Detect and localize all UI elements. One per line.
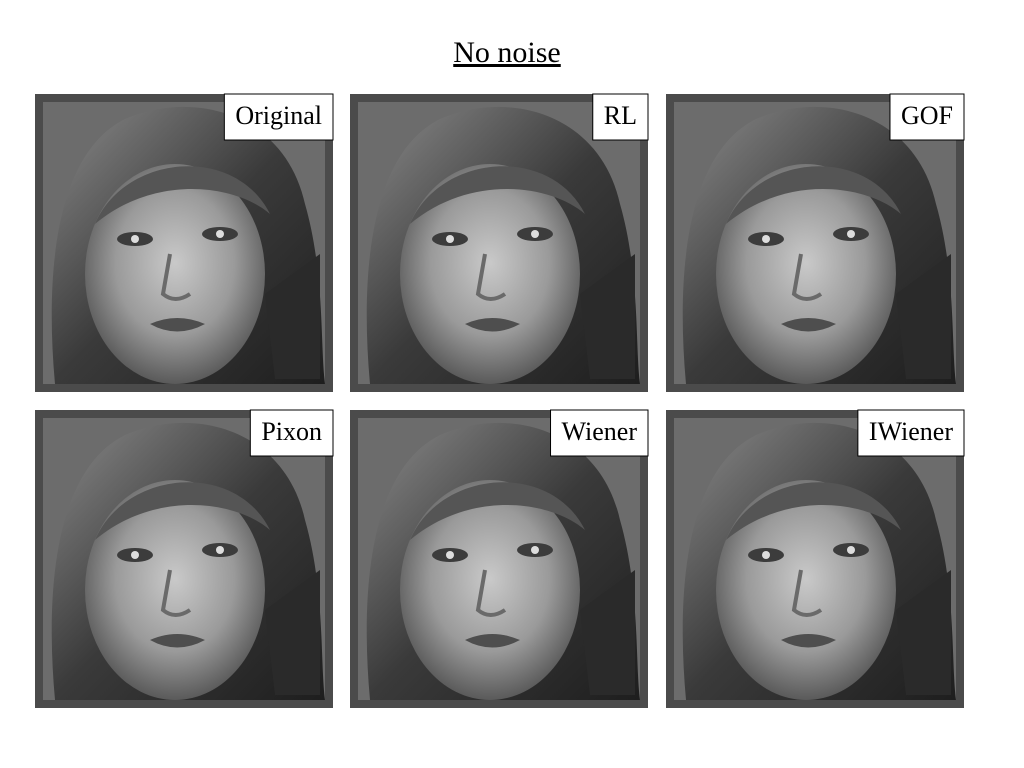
image-panel: IWiener — [664, 408, 966, 710]
label-box — [857, 409, 965, 457]
panel-label: Pixon — [261, 417, 322, 446]
panel-label: Wiener — [562, 417, 638, 446]
image-panel: RL — [348, 92, 650, 394]
label-box — [550, 409, 649, 457]
image-panel: Pixon — [33, 408, 335, 710]
label-box — [249, 409, 334, 457]
image-panel: Original — [33, 92, 335, 394]
panel-grid: Original RL GOF Pixon Wiener IWiener — [33, 92, 966, 710]
label-box — [889, 93, 965, 141]
slide-title: No noise — [453, 36, 561, 69]
label-box — [223, 93, 334, 141]
panel-label: RL — [604, 101, 637, 130]
panel-label: GOF — [901, 101, 953, 130]
panel-label: IWiener — [869, 417, 953, 446]
image-panel: GOF — [664, 92, 966, 394]
image-panel: Wiener — [348, 408, 650, 710]
label-box — [592, 93, 649, 141]
panel-label: Original — [235, 101, 322, 130]
